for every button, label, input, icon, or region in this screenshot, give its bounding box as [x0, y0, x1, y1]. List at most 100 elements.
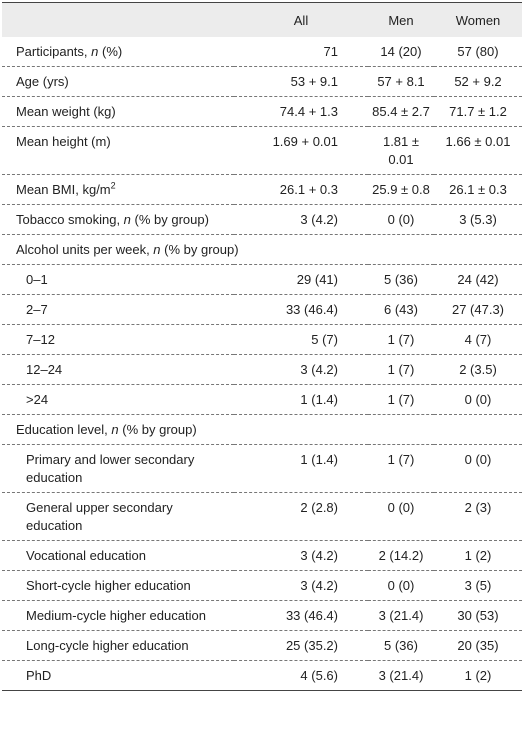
value-cell: 52 + 9.2: [434, 66, 522, 97]
value-cell: 26.1 + 0.3: [234, 174, 368, 205]
table-row: Vocational education 3 (4.2) 2 (14.2) 1 (2): [2, 540, 522, 571]
table-row: Tobacco smoking, n (% by group) 3 (4.2) 0 …: [2, 204, 522, 235]
label-text: n: [123, 212, 131, 227]
value-cell: 57 + 8.1: [368, 66, 434, 97]
value-cell: 25.9 ± 0.8: [368, 174, 434, 205]
label-text: Participants,: [16, 44, 92, 59]
label-text: Long-cycle higher education: [26, 638, 189, 653]
table-row: Primary and lower secondary education 1 (…: [2, 444, 522, 493]
table-row: General upper secondary education 2 (2.8)…: [2, 492, 522, 541]
value-cell: 5 (7): [234, 324, 368, 355]
table-row: Mean height (m) 1.69 + 0.01 1.81 ± 0.01 1.6…: [2, 126, 522, 175]
value-cell: 24 (42): [434, 264, 522, 295]
row-label: 12–24: [2, 354, 234, 385]
label-text: Short-cycle higher education: [26, 578, 191, 593]
table-row: 12–24 3 (4.2) 1 (7) 2 (3.5): [2, 354, 522, 385]
value-cell: 33 (46.4): [234, 600, 368, 631]
label-text: PhD: [26, 668, 52, 683]
value-cell: 0 (0): [368, 204, 434, 235]
value-cell: 1 (7): [368, 444, 434, 493]
value-cell: 0 (0): [434, 444, 522, 493]
label-text: 0–1: [26, 272, 48, 287]
value-cell: 0 (0): [368, 570, 434, 601]
value-cell: 4 (5.6): [234, 660, 368, 691]
value-cell: 1.66 ± 0.01: [434, 126, 522, 175]
value-cell: 3 (4.2): [234, 204, 368, 235]
row-label: Long-cycle higher education: [2, 630, 234, 661]
row-label: 2–7: [2, 294, 234, 325]
table-row: PhD 4 (5.6) 3 (21.4) 1 (2): [2, 660, 522, 691]
value-cell: 3 (5): [434, 570, 522, 601]
value-cell: 1 (7): [368, 384, 434, 415]
label-text: 2–7: [26, 302, 48, 317]
label-text: (% by group): [130, 212, 209, 227]
value-cell: 57 (80): [434, 37, 522, 67]
value-cell: 6 (43): [368, 294, 434, 325]
value-cell: 2 (3): [434, 492, 522, 541]
table-row: Short-cycle higher education 3 (4.2) 0 (0)…: [2, 570, 522, 601]
row-label: Mean BMI, kg/m2: [2, 174, 234, 205]
value-cell: 71.7 ± 1.2: [434, 96, 522, 127]
row-label: Education level, n (% by group): [2, 414, 522, 445]
value-cell: 26.1 ± 0.3: [434, 174, 522, 205]
label-text: (% by group): [118, 422, 197, 437]
row-label: Vocational education: [2, 540, 234, 571]
row-label: PhD: [2, 660, 234, 691]
value-cell: 71: [234, 37, 368, 67]
value-cell: 3 (5.3): [434, 204, 522, 235]
value-cell: 1 (1.4): [234, 444, 368, 493]
label-text: Primary and lower secondary education: [26, 452, 195, 485]
label-text: Vocational education: [26, 548, 146, 563]
row-label: 7–12: [2, 324, 234, 355]
value-cell: 3 (21.4): [368, 600, 434, 631]
value-cell: 30 (53): [434, 600, 522, 631]
value-cell: 1 (7): [368, 324, 434, 355]
table-row: Age (yrs) 53 + 9.1 57 + 8.1 52 + 9.2: [2, 66, 522, 97]
label-text: n: [91, 44, 99, 59]
table-row: Medium-cycle higher education 33 (46.4) 3 …: [2, 600, 522, 631]
row-label: Primary and lower secondary education: [2, 444, 234, 493]
label-text: 2: [110, 180, 116, 191]
value-cell: 4 (7): [434, 324, 522, 355]
column-header: Women: [434, 2, 522, 37]
value-cell: 33 (46.4): [234, 294, 368, 325]
value-cell: 2 (14.2): [368, 540, 434, 571]
value-cell: 1 (2): [434, 540, 522, 571]
header-cell: [2, 2, 234, 37]
label-text: Age (yrs): [16, 74, 69, 89]
row-label: Medium-cycle higher education: [2, 600, 234, 631]
row-label: Tobacco smoking, n (% by group): [2, 204, 234, 235]
value-cell: 1 (2): [434, 660, 522, 691]
value-cell: 25 (35.2): [234, 630, 368, 661]
column-header: All: [234, 2, 368, 37]
table-row: 7–12 5 (7) 1 (7) 4 (7): [2, 324, 522, 355]
table-row: Participants, n (%) 71 14 (20) 57 (80): [2, 37, 522, 67]
value-cell: 29 (41): [234, 264, 368, 295]
label-text: n: [111, 422, 119, 437]
label-text: Medium-cycle higher education: [26, 608, 206, 623]
value-cell: 74.4 + 1.3: [234, 96, 368, 127]
value-cell: 1 (1.4): [234, 384, 368, 415]
row-label: 0–1: [2, 264, 234, 295]
label-text: >24: [26, 392, 49, 407]
header-row: All Men Women: [2, 2, 522, 37]
label-text: Mean height (m): [16, 134, 111, 149]
table-row: 2–7 33 (46.4) 6 (43) 27 (47.3): [2, 294, 522, 325]
label-text: 12–24: [26, 362, 63, 377]
value-cell: 14 (20): [368, 37, 434, 67]
row-label: >24: [2, 384, 234, 415]
value-cell: 1 (7): [368, 354, 434, 385]
row-label: Mean height (m): [2, 126, 234, 175]
table-row: Mean weight (kg) 74.4 + 1.3 85.4 ± 2.7 71.7…: [2, 96, 522, 127]
column-header: Men: [368, 2, 434, 37]
label-text: (% by group): [160, 242, 239, 257]
value-cell: 0 (0): [368, 492, 434, 541]
table-row: Alcohol units per week, n (% by group): [2, 234, 522, 265]
row-label: Participants, n (%): [2, 37, 234, 67]
label-text: n: [153, 242, 161, 257]
row-label: Age (yrs): [2, 66, 234, 97]
table-row: >24 1 (1.4) 1 (7) 0 (0): [2, 384, 522, 415]
value-cell: 1.81 ± 0.01: [368, 126, 434, 175]
value-cell: 2 (2.8): [234, 492, 368, 541]
